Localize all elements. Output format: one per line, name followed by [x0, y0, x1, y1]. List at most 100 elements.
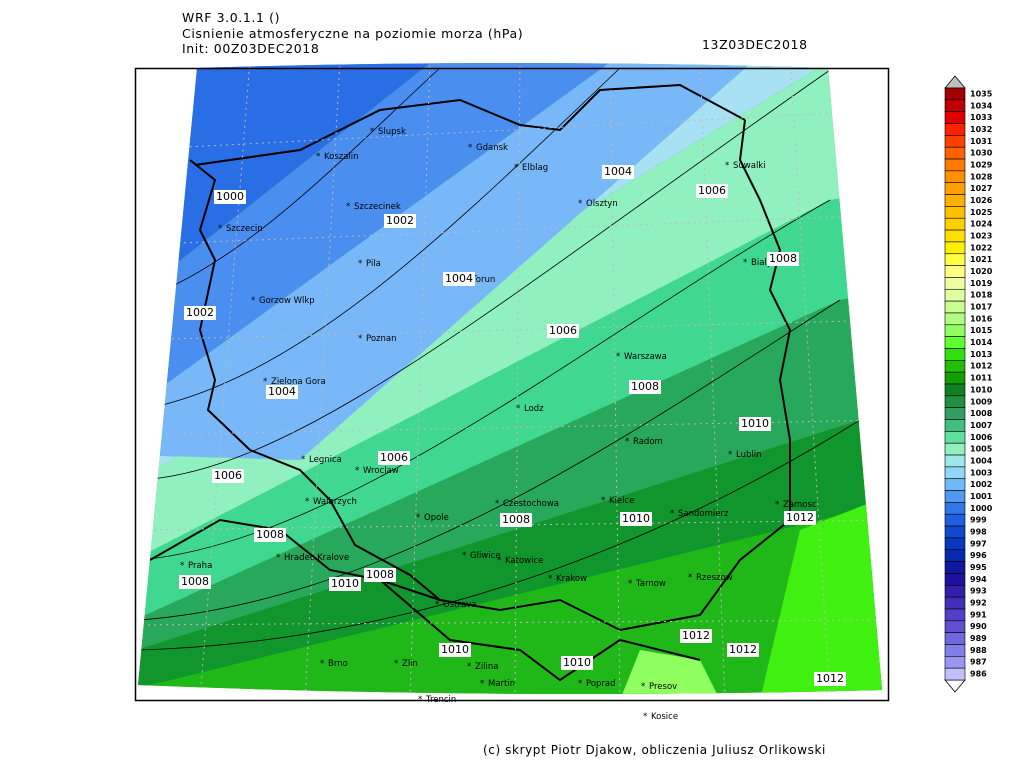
city-marker: * — [480, 679, 484, 689]
city-marker: * — [416, 513, 420, 523]
city-marker: * — [462, 551, 466, 561]
colorbar-label: 999 — [970, 516, 987, 525]
colorbar-swatch — [944, 608, 966, 622]
contour-label-box — [439, 643, 471, 657]
city-marker: * — [263, 377, 267, 387]
map-title: Cisnienie atmosferyczne na poziomie morz… — [182, 26, 523, 41]
colorbar-label: 1008 — [970, 409, 993, 418]
footer-credit: (c) skrypt Piotr Djakow, obliczenia Juli… — [483, 743, 826, 757]
contour-label: 1010 — [563, 656, 591, 669]
colorbar-swatch — [944, 217, 966, 231]
contour-label: 1006 — [214, 469, 242, 482]
city-marker: * — [578, 199, 582, 209]
city-label: Hradec Kralove — [284, 553, 349, 563]
colorbar-label: 1018 — [970, 291, 993, 300]
contour-label: 1002 — [386, 214, 414, 227]
colorbar-swatch — [944, 584, 966, 598]
contour-label-box — [727, 643, 759, 657]
colorbar-label: 994 — [970, 575, 987, 584]
contour-label-box — [784, 511, 816, 525]
city-label: Suwalki — [733, 161, 766, 171]
colorbar-label: 1024 — [970, 220, 993, 229]
colorbar-label: 995 — [970, 563, 987, 572]
city-label: Brno — [328, 659, 348, 669]
colorbar-swatch — [944, 312, 966, 326]
city-label: Lodz — [524, 404, 544, 414]
colorbar-swatch — [944, 442, 966, 456]
city-marker: * — [725, 161, 729, 171]
city-marker: * — [514, 163, 518, 173]
contour-label: 1008 — [256, 528, 284, 541]
city-label: Krakow — [556, 574, 587, 584]
colorbar-label: 996 — [970, 551, 987, 560]
city-label: Praha — [188, 561, 212, 571]
city-marker: * — [670, 509, 674, 519]
contour-label: 1008 — [502, 513, 530, 526]
city-label: Lublin — [736, 450, 761, 460]
colorbar-swatch — [944, 146, 966, 160]
colorbar-label: 1019 — [970, 279, 993, 288]
city-label: Radom — [633, 437, 663, 447]
colorbar-swatch — [944, 537, 966, 551]
colorbar-swatch — [944, 454, 966, 468]
contour-label: 1008 — [366, 568, 394, 581]
city-marker: * — [616, 352, 620, 362]
colorbar-label: 1027 — [970, 184, 992, 193]
colorbar-label: 997 — [970, 539, 987, 548]
colorbar-label: 1003 — [970, 468, 992, 477]
colorbar-label: 1030 — [970, 149, 993, 158]
city-marker: * — [625, 437, 629, 447]
city-marker: * — [548, 574, 552, 584]
city-label: Tarnow — [635, 579, 666, 589]
city-marker: * — [358, 334, 362, 344]
city-marker: * — [628, 579, 632, 589]
city-label: Elblag — [522, 163, 548, 173]
colorbar-swatch — [944, 253, 966, 266]
colorbar-swatch — [944, 182, 966, 195]
contour-label-box — [680, 629, 712, 643]
colorbar-swatch — [944, 644, 966, 657]
colorbar-label: 1029 — [970, 160, 993, 169]
city-marker: * — [641, 682, 645, 692]
contour-label: 1012 — [816, 672, 844, 685]
colorbar-swatch — [944, 241, 966, 255]
city-label: Slupsk — [378, 127, 406, 137]
contour-label: 1002 — [186, 306, 214, 319]
colorbar-swatch — [944, 513, 966, 527]
colorbar-label: 1007 — [970, 421, 992, 430]
city-marker: * — [276, 553, 280, 563]
colorbar-label: 1032 — [970, 125, 992, 134]
colorbar-label: 1034 — [970, 101, 993, 110]
colorbar-swatch — [944, 111, 966, 124]
colorbar-swatch — [944, 135, 966, 148]
contour-label-box — [184, 306, 216, 320]
city-marker: * — [495, 499, 499, 509]
contour-label-box — [266, 385, 298, 399]
contour-label: 1008 — [631, 380, 659, 393]
city-marker: * — [346, 202, 350, 212]
city-label: Trencin — [425, 695, 456, 705]
colorbar-swatch — [944, 667, 966, 681]
colorbar-label: 1016 — [970, 314, 993, 323]
city-label: Zamosc — [783, 500, 817, 510]
city-label: Torun — [471, 275, 495, 285]
city-marker: * — [578, 679, 582, 689]
colorbar-top-arrow — [944, 75, 966, 89]
colorbar-swatch — [944, 288, 966, 302]
city-label: Poprad — [586, 679, 616, 689]
city-marker: * — [728, 450, 732, 460]
contour-label: 1010 — [441, 643, 469, 656]
city-label: Legnica — [309, 455, 342, 465]
contour-label-box — [547, 324, 579, 338]
colorbar-label: 1033 — [970, 113, 992, 122]
colorbar-label: 988 — [970, 646, 987, 655]
colorbar-swatch — [944, 549, 966, 562]
contour-label-box — [814, 672, 846, 686]
colorbar-label: 1023 — [970, 232, 992, 241]
contour-label: 1006 — [698, 184, 726, 197]
city-marker: * — [251, 296, 255, 306]
map-frame — [134, 67, 890, 702]
city-marker: * — [180, 561, 184, 571]
city-marker: * — [516, 404, 520, 414]
colorbar-swatch — [944, 300, 966, 314]
